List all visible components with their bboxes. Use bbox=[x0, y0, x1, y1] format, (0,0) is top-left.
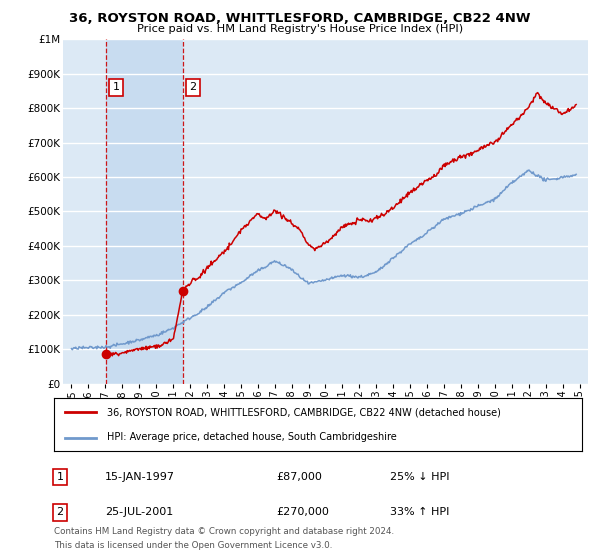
Text: £87,000: £87,000 bbox=[276, 472, 322, 482]
Text: 1: 1 bbox=[113, 82, 120, 92]
Text: 15-JAN-1997: 15-JAN-1997 bbox=[105, 472, 175, 482]
Text: 33% ↑ HPI: 33% ↑ HPI bbox=[390, 507, 449, 517]
Text: 36, ROYSTON ROAD, WHITTLESFORD, CAMBRIDGE, CB22 4NW: 36, ROYSTON ROAD, WHITTLESFORD, CAMBRIDG… bbox=[69, 12, 531, 25]
Text: 25% ↓ HPI: 25% ↓ HPI bbox=[390, 472, 449, 482]
Text: This data is licensed under the Open Government Licence v3.0.: This data is licensed under the Open Gov… bbox=[54, 541, 332, 550]
Text: 36, ROYSTON ROAD, WHITTLESFORD, CAMBRIDGE, CB22 4NW (detached house): 36, ROYSTON ROAD, WHITTLESFORD, CAMBRIDG… bbox=[107, 408, 500, 418]
Text: HPI: Average price, detached house, South Cambridgeshire: HPI: Average price, detached house, Sout… bbox=[107, 432, 397, 442]
Text: 25-JUL-2001: 25-JUL-2001 bbox=[105, 507, 173, 517]
Text: £270,000: £270,000 bbox=[276, 507, 329, 517]
Text: 2: 2 bbox=[56, 507, 64, 517]
Text: 1: 1 bbox=[56, 472, 64, 482]
Text: Price paid vs. HM Land Registry's House Price Index (HPI): Price paid vs. HM Land Registry's House … bbox=[137, 24, 463, 34]
Bar bbox=[106, 39, 182, 384]
Text: Contains HM Land Registry data © Crown copyright and database right 2024.: Contains HM Land Registry data © Crown c… bbox=[54, 527, 394, 536]
Text: 2: 2 bbox=[190, 82, 196, 92]
